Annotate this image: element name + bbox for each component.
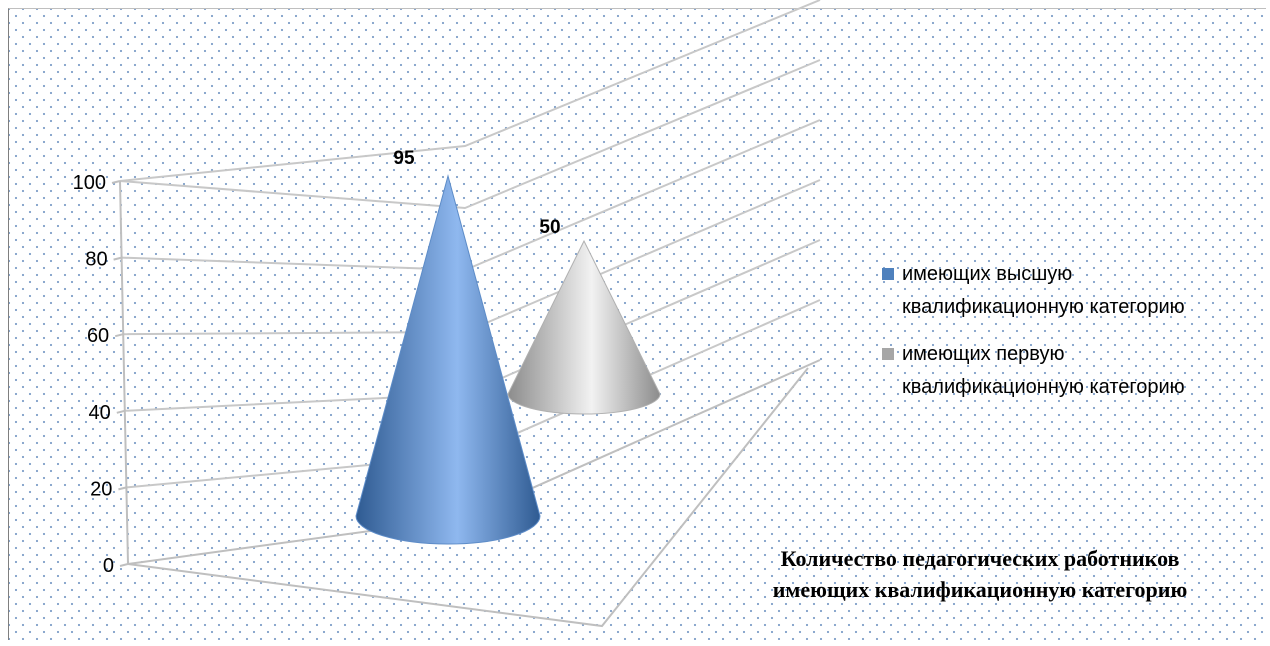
cones: 95 50 xyxy=(355,148,661,545)
legend-swatch-first xyxy=(882,348,894,360)
y-tick-label-40: 40 xyxy=(89,402,111,424)
y-tick-mark-100 xyxy=(111,180,121,184)
y-tick-mark-0 xyxy=(119,563,129,567)
y-tick-mark-60 xyxy=(114,333,124,338)
cone-first xyxy=(507,239,661,415)
legend: имеющих высшую квалификационную категори… xyxy=(880,258,1260,418)
data-label-first: 50 xyxy=(539,217,560,238)
legend-label-first-line2: квалификационную категорию xyxy=(902,376,1185,398)
y-tick-label-20: 20 xyxy=(90,478,112,500)
front-floor-edge xyxy=(127,367,809,628)
legend-item-highest: имеющих высшую квалификационную категори… xyxy=(880,258,1260,324)
y-tick-mark-80 xyxy=(113,256,122,261)
gridline-100 xyxy=(119,59,821,210)
gridline-80 xyxy=(121,119,821,272)
y-tick-label-0: 0 xyxy=(103,555,114,577)
legend-label-highest-line1: имеющих высшую xyxy=(902,263,1073,285)
data-label-highest: 95 xyxy=(393,148,415,169)
legend-label-first-line1: имеющих первую xyxy=(902,343,1065,365)
legend-label-highest-line2: квалификационную категорию xyxy=(902,296,1185,318)
chart-area xyxy=(8,8,1266,640)
legend-swatch-highest xyxy=(882,268,894,280)
y-axis-line xyxy=(119,180,129,565)
gridline-120 xyxy=(119,0,821,182)
y-tick-mark-20 xyxy=(118,486,127,491)
legend-item-first: имеющих первую квалификационную категори… xyxy=(880,338,1260,404)
y-tick-label-100: 100 xyxy=(73,172,106,194)
y-axis-ticks: 0 20 40 60 80 100 xyxy=(73,172,129,577)
cone-highest xyxy=(355,173,541,545)
y-tick-label-80: 80 xyxy=(85,249,107,271)
y-tick-label-60: 60 xyxy=(87,325,109,347)
chart-title-line1: Количество педагогических работников xyxy=(780,546,1180,571)
chart-title: Количество педагогических работников име… xyxy=(700,543,1260,605)
y-tick-mark-40 xyxy=(116,409,126,414)
chart-title-line2: имеющих квалификационную категорию xyxy=(772,577,1188,602)
